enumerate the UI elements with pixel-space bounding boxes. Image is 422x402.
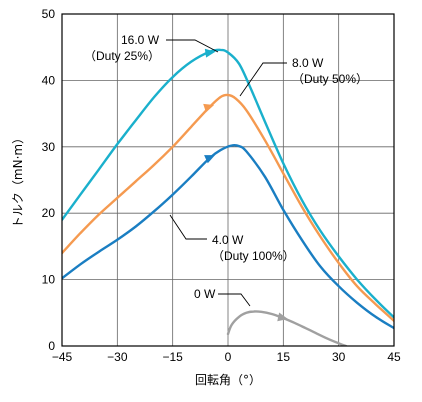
leader-8w	[239, 62, 287, 97]
x-tick-label: 0	[225, 350, 232, 364]
x-axis-label: 回転角（°）	[195, 373, 261, 387]
x-tick-label: 30	[332, 350, 346, 364]
x-tick-label: 15	[277, 350, 291, 364]
series-line-8w	[62, 93, 394, 322]
leader-4w	[169, 214, 207, 240]
label-8w: 8.0 W	[292, 56, 324, 70]
leader-0w	[218, 293, 251, 307]
y-axis-label: トルク（mN·m）	[11, 132, 25, 228]
x-tick-label: −30	[107, 350, 128, 364]
leader-16w	[166, 39, 219, 53]
arrow-4w-icon	[204, 155, 216, 164]
label-4w: 4.0 W	[212, 233, 244, 247]
label-4w-duty: （Duty 100%）	[212, 249, 295, 263]
series-line-4w	[62, 143, 394, 330]
x-tick-label: 45	[387, 350, 401, 364]
annotations: 16.0 W （Duty 25%） 8.0 W （Duty 50%） 4.0 W （Dut…	[84, 33, 368, 307]
y-tick-label: 20	[42, 206, 56, 220]
arrow-8w-icon	[203, 103, 215, 113]
x-tick-label: −45	[52, 350, 73, 364]
x-tick-label: −15	[162, 350, 183, 364]
series-line-16w	[62, 48, 394, 319]
label-0w: 0 W	[194, 287, 216, 301]
tick-labels: −45 −30 −15 0 15 30 45 0 10 20 30 40 50	[42, 7, 401, 364]
arrow-16w-icon	[204, 48, 216, 58]
arrow-0w-icon	[277, 312, 288, 322]
y-tick-label: 10	[42, 273, 56, 287]
plot-frame	[61, 13, 395, 347]
label-8w-duty: （Duty 50%）	[292, 72, 368, 86]
y-tick-label: 30	[42, 140, 56, 154]
y-tick-label: 40	[42, 73, 56, 87]
label-16w: 16.0 W	[121, 33, 160, 47]
y-tick-label: 50	[42, 7, 56, 21]
y-tick-label: 0	[48, 339, 55, 353]
series-layer	[62, 48, 394, 346]
label-16w-duty: （Duty 25%）	[84, 49, 160, 63]
grid-lines	[61, 13, 395, 347]
series-line-0w	[226, 310, 348, 346]
